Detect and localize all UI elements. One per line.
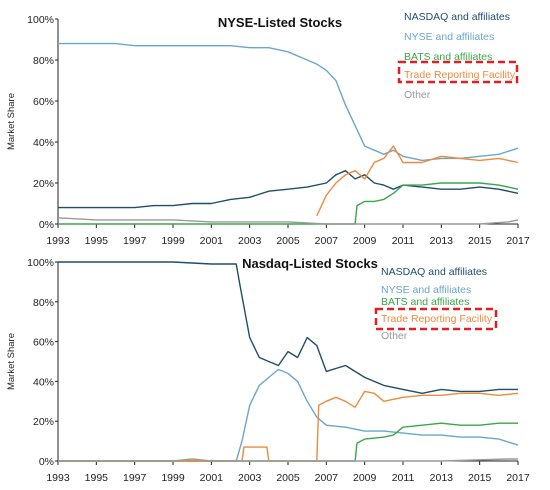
x-tick-label: 1999 — [161, 472, 185, 484]
series-line-other — [58, 458, 518, 462]
y-tick-label: 20% — [33, 416, 54, 428]
x-tick-label: 1993 — [46, 235, 70, 247]
series-line-trade-reporting-facility — [58, 390, 519, 462]
y-axis-title: Market Share — [6, 333, 17, 390]
x-tick-label: 2005 — [276, 235, 300, 247]
series-line-nyse-and-affiliates — [58, 42, 519, 162]
x-tick-label: 1997 — [123, 235, 147, 247]
legend-entry-bats-and-affiliates: BATS and affiliates — [381, 296, 469, 308]
series-line-bats-and-affiliates — [58, 422, 518, 462]
x-tick-label: 2009 — [353, 472, 377, 484]
series-line-nasdaq-and-affiliates — [58, 169, 519, 209]
x-tick-label: 2011 — [392, 235, 415, 247]
legend-highlight-box — [397, 60, 519, 84]
x-tick-label: 2017 — [506, 235, 530, 247]
legend-entry-nasdaq-and-affiliates: NASDAQ and affiliates — [381, 266, 487, 278]
legend-entry-nyse-and-affiliates: NYSE and affiliates — [381, 284, 471, 296]
legend-entry-trade-reporting-facility: Trade Reporting Facility — [404, 69, 516, 81]
x-tick-label: 2007 — [315, 472, 339, 484]
x-tick-label: 2007 — [315, 235, 339, 247]
series-line-trade-reporting-facility — [316, 145, 519, 217]
y-tick-label: 60% — [33, 96, 54, 108]
x-tick-label: 2013 — [430, 472, 454, 484]
x-tick-label: 2003 — [238, 472, 262, 484]
y-tick-label: 100% — [27, 257, 54, 269]
x-tick-label: 1993 — [46, 472, 70, 484]
x-tick-label: 2011 — [392, 472, 415, 484]
x-tick-label: 2001 — [200, 472, 224, 484]
series-line-bats-and-affiliates — [58, 182, 519, 225]
x-tick-label: 2005 — [276, 472, 300, 484]
x-tick-label: 1999 — [161, 235, 185, 247]
y-tick-label: 0% — [39, 456, 54, 468]
x-tick-label: 1995 — [85, 472, 109, 484]
y-tick-label: 100% — [27, 14, 54, 26]
series-line-nyse-and-affiliates — [58, 368, 519, 462]
nasdaq-listed-stocks-chart: 0% 20% 40% 60% 80% 100% 1993 1995 1997 1999 2001 20… — [6, 256, 530, 484]
y-tick-label: 80% — [33, 297, 54, 309]
legend-entry-other: Other — [381, 330, 408, 342]
legend-entry-nyse-and-affiliates: NYSE and affiliates — [404, 31, 494, 43]
legend-entry-other: Other — [404, 89, 431, 101]
y-axis-title: Market Share — [6, 93, 17, 150]
legend-entry-bats-and-affiliates: BATS and affiliates — [404, 51, 492, 63]
x-tick-label: 2001 — [200, 235, 224, 247]
x-tick-label: 2009 — [353, 235, 377, 247]
x-tick-label: 2017 — [506, 472, 530, 484]
legend-highlight-box — [374, 307, 498, 331]
legend-entry-trade-reporting-facility: Trade Reporting Facility — [381, 313, 493, 325]
x-tick-label: 2003 — [238, 235, 262, 247]
legend-entry-nasdaq-and-affiliates: NASDAQ and affiliates — [404, 11, 510, 23]
y-tick-label: 60% — [33, 337, 54, 349]
x-tick-label: 1995 — [85, 235, 109, 247]
x-tick-label: 2015 — [468, 235, 492, 247]
x-tick-label: 1997 — [123, 472, 147, 484]
x-tick-label: 2013 — [430, 235, 454, 247]
y-tick-label: 0% — [39, 219, 54, 231]
chart-title: Nasdaq-Listed Stocks — [242, 256, 378, 271]
y-tick-label: 20% — [33, 178, 54, 190]
y-tick-label: 80% — [33, 55, 54, 67]
x-tick-label: 2015 — [468, 472, 492, 484]
y-tick-label: 40% — [33, 137, 54, 149]
series-line-other — [57, 217, 519, 225]
chart-title: NYSE-Listed Stocks — [218, 15, 342, 30]
series-line-nasdaq-and-affiliates — [58, 261, 518, 394]
y-tick-label: 40% — [33, 376, 54, 388]
nyse-listed-stocks-chart: 0% 20% 40% 60% 80% 100% 1993 1995 1997 1999 2001 20… — [6, 11, 530, 247]
